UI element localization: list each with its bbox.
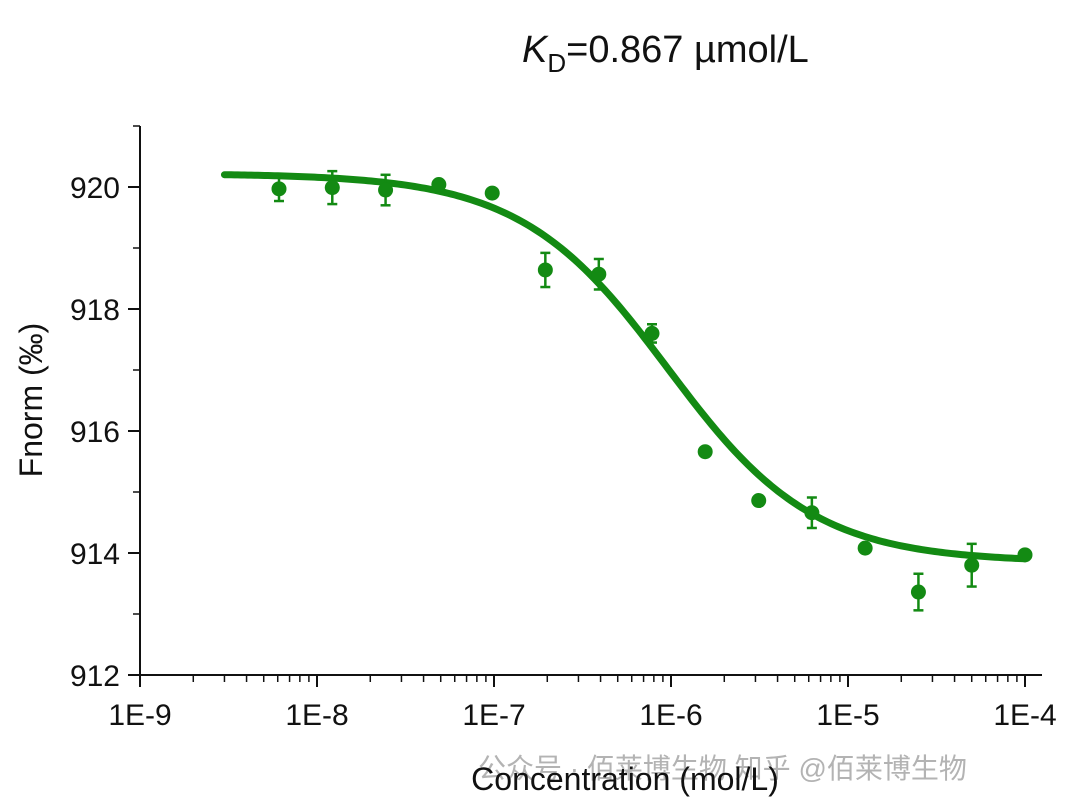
- y-tick-label: 918: [70, 294, 120, 327]
- y-tick-labels: 912 914 916 918 920: [70, 172, 120, 693]
- point-marker: [431, 177, 447, 193]
- x-tick-label: 1E-4: [993, 699, 1056, 732]
- x-tick-label: 1E-9: [108, 699, 171, 732]
- data-point: [697, 444, 713, 460]
- y-tick-label: 914: [70, 538, 120, 571]
- data-point: [644, 323, 660, 344]
- data-point: [271, 175, 287, 203]
- tick-marks: [128, 125, 1026, 687]
- x-tick-label: 1E-5: [816, 699, 879, 732]
- point-marker: [378, 182, 394, 198]
- point-marker: [697, 444, 713, 460]
- x-axis-label: Concentration (mol/L): [471, 761, 779, 797]
- data-point: [964, 542, 980, 588]
- point-marker: [751, 493, 767, 509]
- point-marker: [271, 181, 287, 197]
- point-marker: [804, 505, 820, 521]
- data-point: [591, 257, 607, 291]
- data-point: [484, 185, 500, 201]
- fit-curve-layer: [220, 171, 1029, 563]
- point-marker: [1017, 547, 1033, 563]
- data-point: [431, 177, 447, 193]
- data-point: [324, 169, 340, 206]
- axes: [139, 126, 1042, 676]
- y-tick-label: 920: [70, 172, 120, 205]
- point-marker: [910, 584, 926, 600]
- y-tick-label: 916: [70, 416, 120, 449]
- data-point: [910, 572, 926, 612]
- y-axis-label: Fnorm (‰): [13, 323, 49, 478]
- title-subscript: D: [547, 48, 566, 78]
- x-tick-label: 1E-6: [639, 699, 702, 732]
- point-marker: [537, 262, 553, 278]
- point-marker: [324, 180, 340, 196]
- point-marker: [964, 557, 980, 573]
- point-marker: [857, 540, 873, 556]
- x-tick-labels: 1E-9 1E-8 1E-7 1E-6 1E-5 1E-4: [108, 699, 1056, 732]
- data-point: [378, 173, 394, 207]
- point-marker: [591, 266, 607, 282]
- title-k: K: [522, 29, 549, 71]
- data-point: [804, 496, 820, 530]
- data-points-layer: [271, 169, 1033, 612]
- data-point: [857, 540, 873, 556]
- data-point: [537, 251, 553, 289]
- fit-curve: [220, 171, 1029, 563]
- point-marker: [644, 325, 660, 341]
- title-value: =0.867 µmol/L: [566, 29, 809, 71]
- watermark-text: 公众号 · 佰莱博生物 知乎 @佰莱博生物: [478, 753, 967, 784]
- y-tick-label: 912: [70, 660, 120, 693]
- point-marker: [484, 185, 500, 201]
- x-tick-label: 1E-8: [285, 699, 348, 732]
- data-point: [751, 493, 767, 509]
- chart-title: KD=0.867 µmol/L: [522, 29, 809, 78]
- x-tick-label: 1E-7: [462, 699, 525, 732]
- data-point: [1017, 547, 1033, 563]
